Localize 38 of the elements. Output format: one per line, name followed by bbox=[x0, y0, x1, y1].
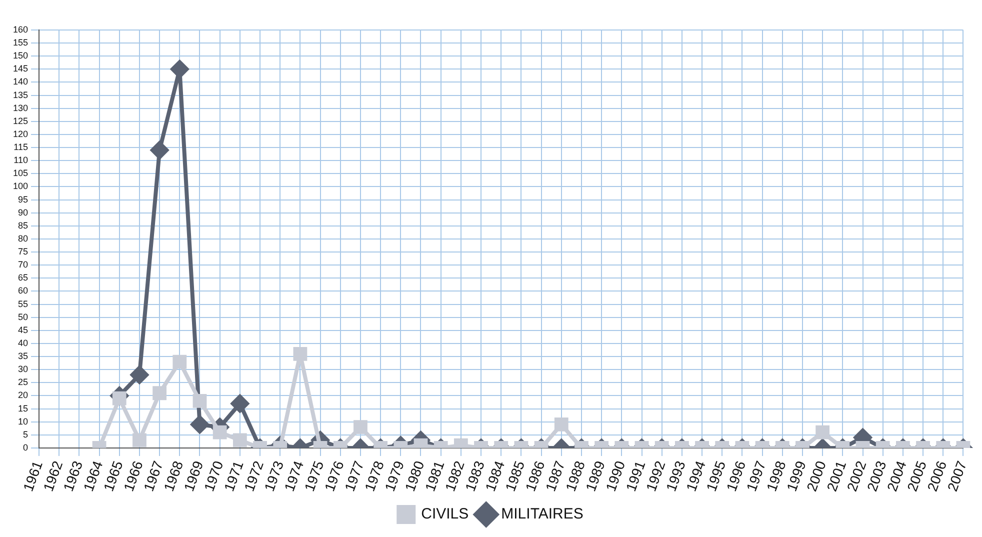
x-tick-label: 1968 bbox=[160, 458, 186, 494]
y-tick-label: 110 bbox=[14, 155, 28, 166]
y-tick-label: 55 bbox=[18, 298, 28, 309]
y-tick-label: 50 bbox=[18, 312, 28, 322]
y-tick-label: 90 bbox=[18, 207, 28, 218]
y-tick-label: 10 bbox=[18, 416, 28, 426]
x-tick-label: 1998 bbox=[763, 458, 789, 494]
y-tick-label: 150 bbox=[12, 50, 28, 61]
legend-label: MILITAIRES bbox=[501, 506, 584, 523]
y-tick-label: 15 bbox=[18, 403, 28, 414]
y-tick-label: 65 bbox=[18, 272, 28, 283]
y-tick-label: 155 bbox=[12, 38, 28, 48]
y-tick-label: 60 bbox=[18, 286, 28, 296]
x-tick-label: 1988 bbox=[562, 458, 588, 494]
y-tick-label: 125 bbox=[12, 116, 28, 126]
y-tick-label: 100 bbox=[12, 181, 28, 192]
y-tick-label: 130 bbox=[12, 102, 28, 113]
legend-label: CIVILS bbox=[421, 506, 469, 523]
y-tick-label: 20 bbox=[18, 390, 28, 400]
y-tick-label: 85 bbox=[18, 220, 28, 230]
y-tick-label: 40 bbox=[18, 338, 28, 348]
y-tick-label: 140 bbox=[12, 76, 28, 87]
y-tick-label: 145 bbox=[12, 64, 28, 74]
y-tick-label: 95 bbox=[18, 194, 28, 204]
y-tick-label: 160 bbox=[12, 24, 28, 34]
y-tick-label: 5 bbox=[23, 429, 28, 440]
y-tick-label: 25 bbox=[18, 377, 28, 388]
y-tick-label: 135 bbox=[12, 90, 28, 100]
y-tick-label: 80 bbox=[18, 233, 28, 244]
y-tick-label: 120 bbox=[12, 128, 28, 139]
y-tick-label: 30 bbox=[18, 364, 28, 374]
y-tick-label: 105 bbox=[12, 168, 28, 178]
y-tick-label: 115 bbox=[14, 142, 28, 152]
y-tick-label: 35 bbox=[18, 351, 28, 362]
y-tick-label: 70 bbox=[18, 260, 28, 270]
y-tick-label: 0 bbox=[23, 442, 28, 452]
y-tick-label: 75 bbox=[18, 246, 28, 257]
y-tick-label: 45 bbox=[18, 324, 28, 335]
